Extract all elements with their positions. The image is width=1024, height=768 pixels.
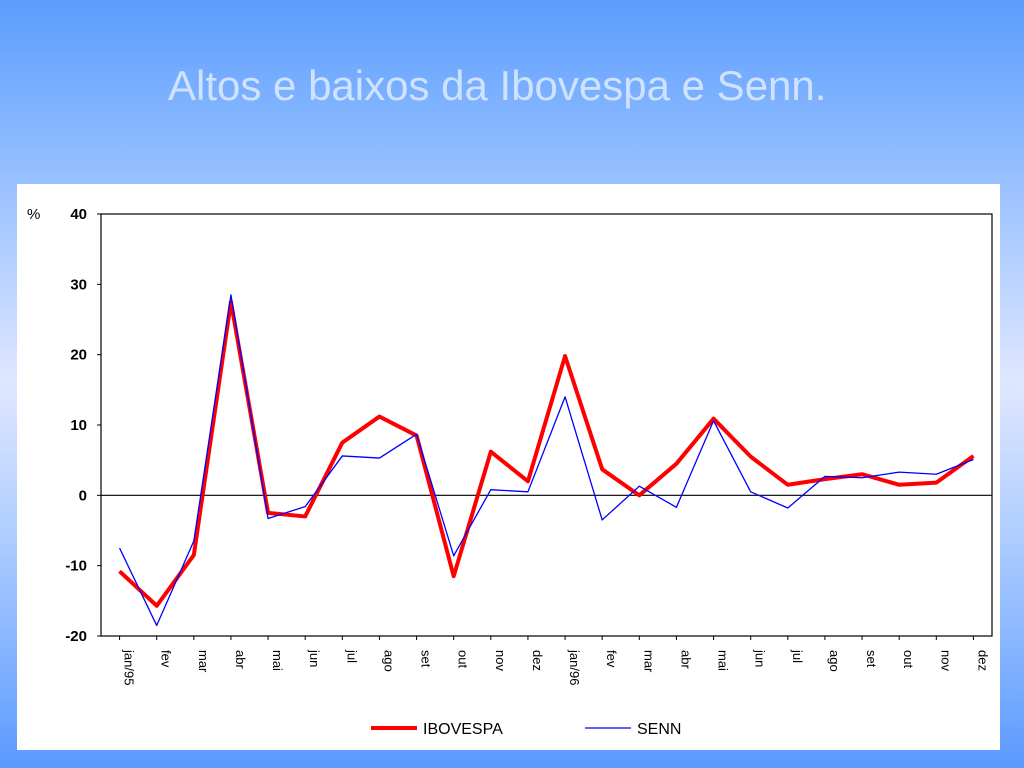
x-tick-label: abr <box>233 650 248 669</box>
data-point <box>824 479 825 480</box>
data-point <box>490 489 491 490</box>
x-tick-label: abr <box>678 650 693 669</box>
data-point <box>973 459 974 460</box>
data-point <box>824 476 825 477</box>
x-tick-label: out <box>901 650 916 668</box>
x-tick-label: set <box>419 650 434 668</box>
x-tick-label: fev <box>604 650 619 668</box>
legend-label: IBOVESPA <box>423 721 503 738</box>
data-point <box>527 481 528 482</box>
data-point <box>936 482 937 483</box>
x-tick-label: mai <box>716 650 731 671</box>
x-tick-label: ago <box>381 650 396 672</box>
legend-label: SENN <box>637 721 681 738</box>
x-tick-label: mar <box>641 650 656 673</box>
data-point <box>713 418 714 419</box>
x-tick-label: set <box>864 650 879 668</box>
data-point <box>305 506 306 507</box>
data-point <box>639 495 640 496</box>
data-point <box>787 484 788 485</box>
data-point <box>862 477 863 478</box>
data-point <box>230 301 231 302</box>
data-point <box>936 474 937 475</box>
data-point <box>453 555 454 556</box>
x-tick-label: mai <box>270 650 285 671</box>
chart-panel: 40 30 20 10 0 -10 -20% jan/95 fev mar abr mai jun jul… <box>17 184 1000 750</box>
data-point <box>305 516 306 517</box>
x-tick-label: jan/95 <box>122 649 137 685</box>
x-tick-label: ago <box>827 650 842 672</box>
data-point <box>379 458 380 459</box>
data-point <box>565 356 566 357</box>
data-point <box>713 420 714 421</box>
data-point <box>676 507 677 508</box>
x-tick-label: out <box>456 650 471 668</box>
series-line-ibovespa <box>118 299 975 608</box>
data-point <box>416 434 417 435</box>
data-point <box>565 396 566 397</box>
y-tick-label: -20 <box>65 628 87 645</box>
data-point <box>156 625 157 626</box>
x-tick-label: jul <box>344 649 359 663</box>
y-tick-label: 20 <box>70 347 87 364</box>
data-point <box>119 571 120 572</box>
data-point <box>342 455 343 456</box>
y-tick-label: 10 <box>70 417 87 434</box>
data-point <box>750 491 751 492</box>
data-point <box>453 576 454 577</box>
data-point <box>750 456 751 457</box>
x-tick-label: fev <box>159 650 174 668</box>
data-point <box>490 451 491 452</box>
y-tick-label: 0 <box>79 487 87 504</box>
data-point <box>862 474 863 475</box>
data-point <box>527 491 528 492</box>
x-tick-label: jul <box>790 649 805 663</box>
x-tick-label: jun <box>753 649 768 667</box>
data-point <box>119 548 120 549</box>
data-point <box>193 541 194 542</box>
data-point <box>899 472 900 473</box>
data-point <box>639 486 640 487</box>
data-point <box>379 416 380 417</box>
series-line-senn <box>118 294 974 627</box>
data-point <box>899 484 900 485</box>
x-tick-label: mar <box>196 650 211 673</box>
data-point <box>602 469 603 470</box>
data-point <box>973 455 974 456</box>
y-tick-label: 30 <box>70 276 87 293</box>
x-tick-label: nov <box>938 650 953 671</box>
data-point <box>342 442 343 443</box>
y-tick-label: -10 <box>65 558 87 575</box>
y-axis-label: % <box>27 206 40 223</box>
x-tick-label: nov <box>493 650 508 671</box>
x-tick-label: dez <box>975 650 990 671</box>
x-tick-label: jun <box>307 649 322 667</box>
data-point <box>230 294 231 295</box>
data-point <box>268 518 269 519</box>
data-point <box>156 605 157 606</box>
slide-title: Altos e baixos da Ibovespa e Senn. <box>168 62 827 109</box>
x-tick-label: dez <box>530 650 545 671</box>
data-point <box>676 463 677 464</box>
y-tick-label: 40 <box>70 206 87 223</box>
line-chart: 40 30 20 10 0 -10 -20% jan/95 fev mar abr mai jun jul… <box>27 206 993 738</box>
x-tick-label: jan/96 <box>567 649 582 685</box>
data-point <box>602 519 603 520</box>
data-point <box>193 555 194 556</box>
data-point <box>787 507 788 508</box>
